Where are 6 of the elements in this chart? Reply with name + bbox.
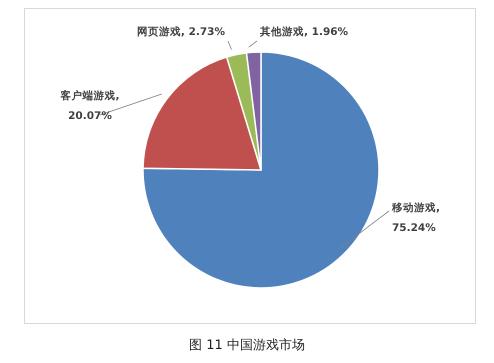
text: 图 11 中国游戏市场 <box>188 337 306 354</box>
slice-label: 客户端游戏, 20.07% <box>60 89 120 122</box>
slice-label: 其他游戏, 1.96% <box>259 25 349 38</box>
pie-slice <box>142 51 380 289</box>
slice-label: 网页游戏, 2.73% <box>136 25 226 38</box>
slice-label: 移动游戏, 75.24% <box>391 201 440 234</box>
